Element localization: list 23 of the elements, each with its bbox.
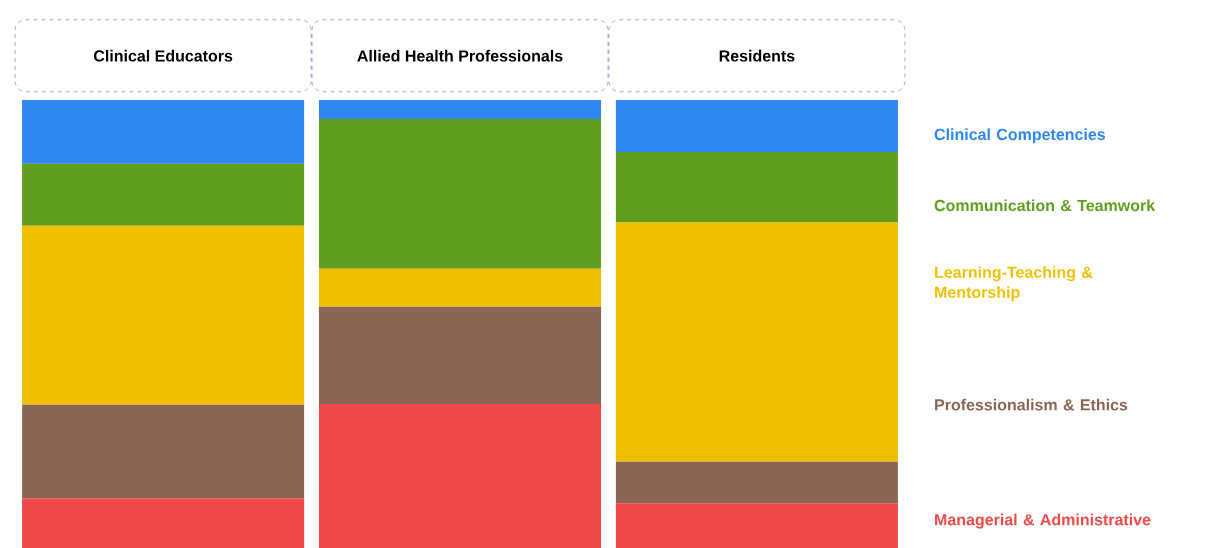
bar (22, 225, 305, 405)
text: Communication & Teamwork (934, 199, 1156, 212)
bar (615, 222, 898, 462)
bar (22, 404, 305, 499)
bar (615, 503, 898, 548)
bar (22, 99, 305, 164)
x-tick-label: Allied Health Professionals (357, 49, 563, 62)
bar (22, 163, 305, 226)
bar (318, 403, 602, 548)
bar (318, 119, 602, 269)
text: Professionalism & Ethics (935, 398, 1128, 411)
x-tick-label: Clinical Educators (93, 49, 233, 62)
bar (615, 461, 898, 504)
bar (22, 498, 305, 548)
text: Learning-Teaching & Mentorship (935, 266, 1093, 302)
bar (318, 99, 602, 120)
x-tick-label: Residents (719, 49, 795, 62)
bar (318, 306, 602, 404)
text: Managerial & Administrative (935, 513, 1151, 529)
bar (318, 268, 602, 307)
bar (615, 99, 898, 152)
bar (615, 151, 898, 223)
text: Clinical Competencies (934, 128, 1105, 144)
